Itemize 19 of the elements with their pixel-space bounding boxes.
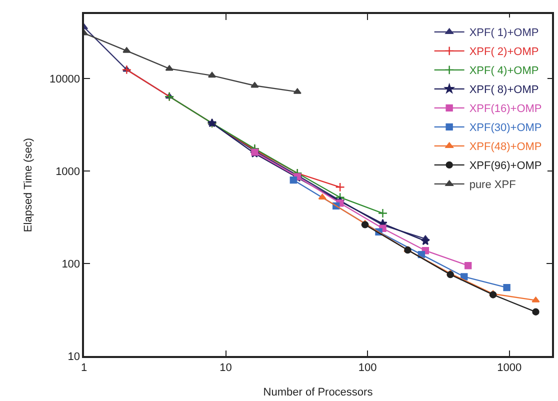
x-tick-label: 1000 [497,362,522,374]
legend-label: XPF( 4)+OMP [469,65,539,78]
y-tick-label: 100 [62,258,80,270]
legend-label: XPF(16)+OMP [469,103,542,116]
legend-label: XPF( 1)+OMP [469,27,539,40]
y-tick-label: 10000 [49,73,80,86]
y-tick-label: 1000 [56,166,80,178]
x-tick-label: 100 [358,362,377,374]
y-tick-label: 10 [68,350,80,363]
legend-label: XPF( 2)+OMP [469,46,539,58]
y-axis-title: Elapsed Time (sec) [22,138,35,232]
x-tick-label: 10 [220,362,232,374]
x-tick-label: 1 [80,362,88,374]
legend-label: XPF(96)+OMP [469,160,542,172]
legend-label: XPF(30)+OMP [469,122,542,134]
legend-label: XPF(48)+OMP [469,141,542,154]
legend-label: XPF( 8)+OMP [469,84,539,96]
x-axis-title: Number of Processors [263,386,374,399]
legend-label: pure XPF [469,179,516,192]
